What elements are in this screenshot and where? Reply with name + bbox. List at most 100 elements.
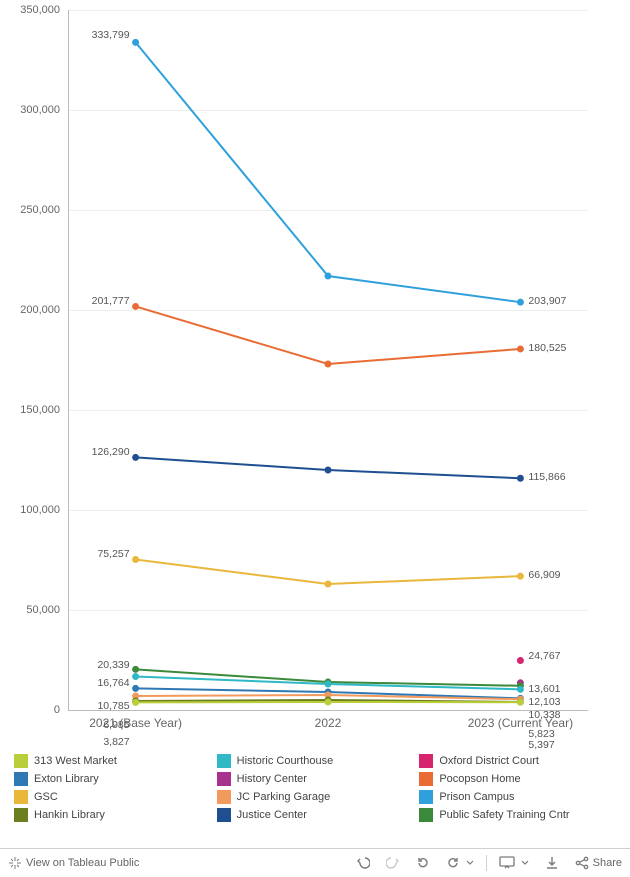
legend-label: Historic Courthouse (237, 755, 334, 767)
legend-label: Hankin Library (34, 809, 105, 821)
presentation-icon (499, 856, 515, 870)
legend-item[interactable]: Pocopson Home (419, 770, 616, 788)
plot-svg (68, 10, 588, 710)
series-marker[interactable] (132, 666, 139, 673)
data-label: 75,257 (86, 549, 130, 561)
toolbar: View on Tableau Public (0, 848, 630, 877)
data-label: 180,525 (528, 343, 566, 355)
download-button[interactable] (537, 849, 567, 877)
data-label: 333,799 (86, 30, 130, 42)
legend-item[interactable]: Public Safety Training Cntr (419, 806, 616, 824)
data-label: 66,909 (528, 570, 560, 582)
legend-swatch (217, 772, 231, 786)
chart-area: 050,000100,000150,000200,000250,000300,0… (10, 0, 610, 750)
series-marker[interactable] (325, 467, 332, 474)
series-marker[interactable] (517, 345, 524, 352)
legend-swatch (217, 808, 231, 822)
series-marker[interactable] (517, 657, 524, 664)
legend-swatch (14, 772, 28, 786)
revert-icon (416, 856, 430, 870)
series-marker[interactable] (325, 681, 332, 688)
series-marker[interactable] (132, 699, 139, 706)
y-tick-label: 150,000 (10, 404, 60, 416)
legend-item[interactable]: History Center (217, 770, 414, 788)
legend-label: 313 West Market (34, 755, 117, 767)
series-marker[interactable] (517, 699, 524, 706)
data-label: 6,985 (86, 720, 130, 732)
legend-swatch (419, 754, 433, 768)
data-label: 16,764 (86, 678, 130, 690)
legend-label: Pocopson Home (439, 773, 520, 785)
legend-label: Oxford District Court (439, 755, 539, 767)
data-label: 126,290 (86, 447, 130, 459)
legend: 313 West Market Historic Courthouse Oxford… (0, 750, 630, 824)
legend-swatch (14, 808, 28, 822)
revert-button[interactable] (408, 849, 438, 877)
data-label: 20,339 (86, 660, 130, 672)
series-line (136, 559, 521, 584)
series-marker[interactable] (132, 303, 139, 310)
data-label: 12,103 (528, 697, 560, 709)
y-tick-label: 100,000 (10, 504, 60, 516)
undo-button[interactable] (348, 849, 378, 877)
data-label: 115,866 (528, 472, 565, 484)
series-marker[interactable] (132, 454, 139, 461)
redo-button[interactable] (378, 849, 408, 877)
data-label: 24,767 (528, 651, 560, 663)
series-marker[interactable] (132, 673, 139, 680)
series-line (136, 306, 521, 364)
share-button[interactable]: Share (567, 849, 630, 877)
chevron-down-icon (466, 859, 474, 867)
series-marker[interactable] (325, 361, 332, 368)
y-tick-label: 300,000 (10, 104, 60, 116)
legend-item[interactable]: Justice Center (217, 806, 414, 824)
legend-item[interactable]: Hankin Library (14, 806, 211, 824)
legend-item[interactable]: JC Parking Garage (217, 788, 414, 806)
view-on-tableau-public-button[interactable]: View on Tableau Public (0, 849, 147, 877)
refresh-icon (446, 856, 460, 870)
legend-item[interactable]: Prison Campus (419, 788, 616, 806)
x-axis-line (68, 710, 588, 711)
series-marker[interactable] (325, 699, 332, 706)
refresh-button[interactable] (438, 849, 482, 877)
data-label: 10,338 (528, 710, 560, 722)
legend-label: Justice Center (237, 809, 307, 821)
y-tick-label: 50,000 (10, 604, 60, 616)
legend-swatch (14, 754, 28, 768)
legend-label: Public Safety Training Cntr (439, 809, 569, 821)
series-marker[interactable] (517, 299, 524, 306)
series-marker[interactable] (517, 573, 524, 580)
legend-swatch (419, 808, 433, 822)
legend-item[interactable]: GSC (14, 788, 211, 806)
legend-swatch (419, 790, 433, 804)
legend-item[interactable]: 313 West Market (14, 752, 211, 770)
series-line (136, 42, 521, 302)
series-marker[interactable] (325, 581, 332, 588)
legend-label: Prison Campus (439, 791, 514, 803)
toolbar-separator (486, 855, 487, 871)
presentation-button[interactable] (491, 849, 537, 877)
data-label: 5,397 (528, 740, 554, 752)
y-tick-label: 200,000 (10, 304, 60, 316)
undo-icon (356, 856, 370, 870)
series-marker[interactable] (325, 273, 332, 280)
legend-swatch (14, 790, 28, 804)
series-marker[interactable] (517, 686, 524, 693)
data-label: 10,785 (86, 701, 130, 713)
legend-label: JC Parking Garage (237, 791, 331, 803)
data-label: 203,907 (528, 296, 566, 308)
legend-item[interactable]: Historic Courthouse (217, 752, 414, 770)
x-tick-label: 2022 (315, 716, 342, 730)
series-marker[interactable] (517, 475, 524, 482)
legend-label: GSC (34, 791, 58, 803)
legend-item[interactable]: Oxford District Court (419, 752, 616, 770)
legend-swatch (217, 754, 231, 768)
y-tick-label: 0 (10, 704, 60, 716)
series-marker[interactable] (132, 39, 139, 46)
series-marker[interactable] (132, 685, 139, 692)
view-on-tableau-public-label: View on Tableau Public (26, 857, 139, 869)
data-label: 3,827 (86, 737, 130, 749)
legend-item[interactable]: Exton Library (14, 770, 211, 788)
legend-swatch (419, 772, 433, 786)
series-marker[interactable] (132, 556, 139, 563)
